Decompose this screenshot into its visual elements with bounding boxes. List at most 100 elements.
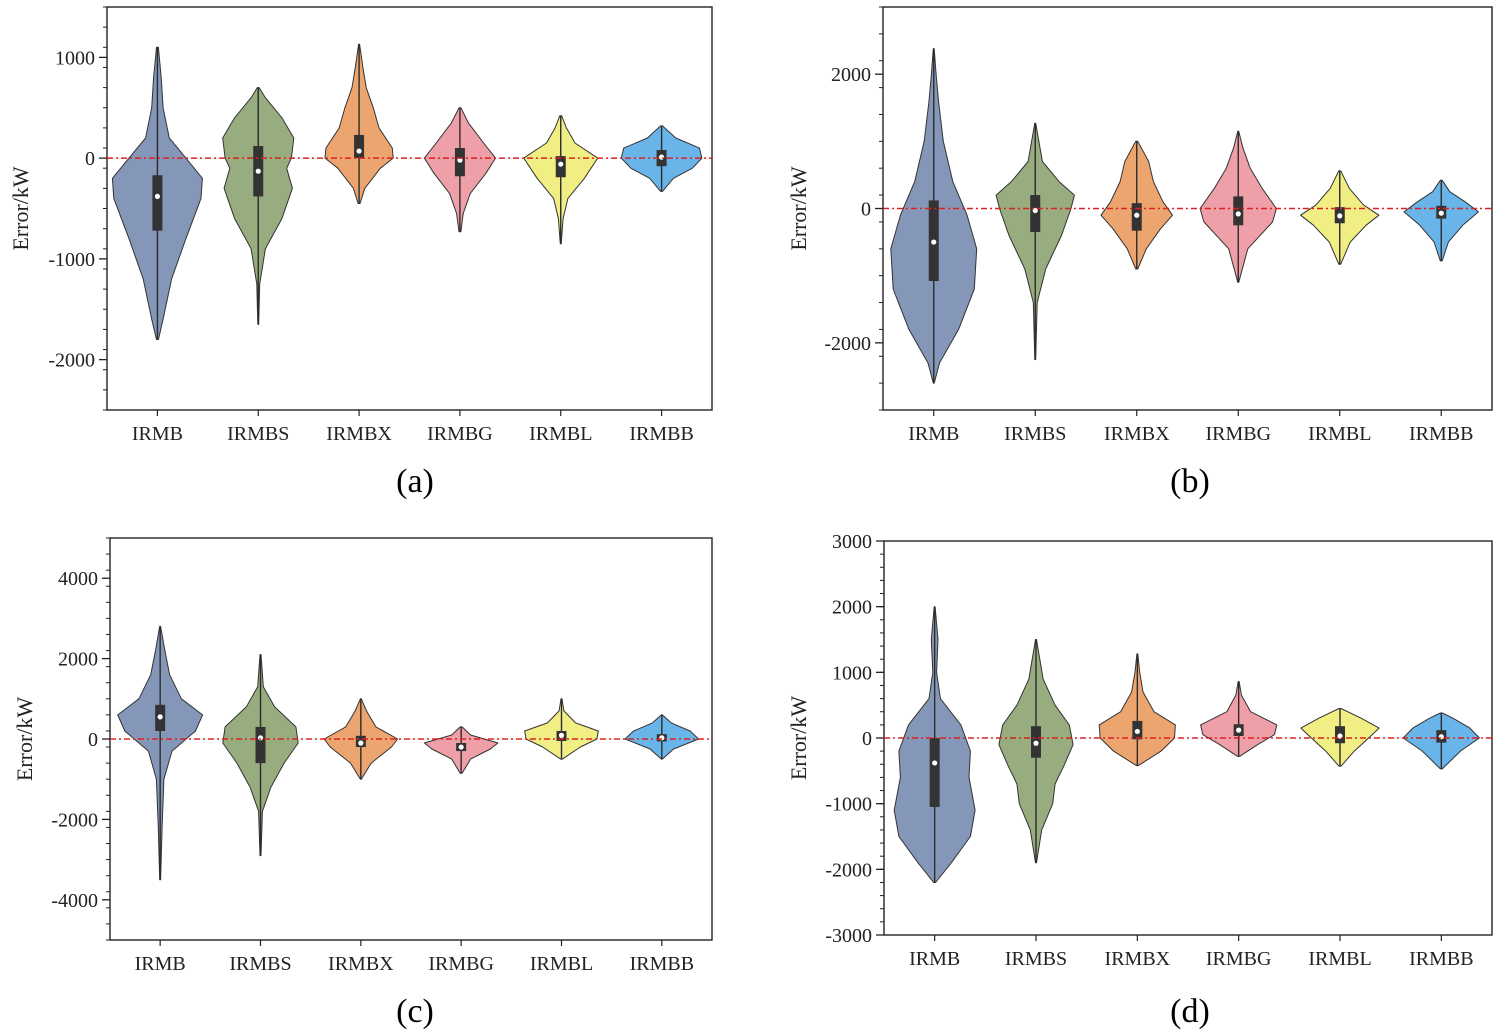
violin-irmbx xyxy=(324,43,394,204)
violin-irmbs xyxy=(995,122,1075,361)
x-tick-label: IRMBS xyxy=(1004,423,1066,445)
violin-irmbb xyxy=(620,125,703,192)
violin-irmbg xyxy=(1199,130,1277,283)
violin-median xyxy=(1033,740,1039,746)
x-tick-label: IRMBX xyxy=(1104,423,1170,445)
violin-median xyxy=(157,714,163,720)
panel-caption: (d) xyxy=(1170,993,1210,1030)
y-tick-label: -3000 xyxy=(825,925,872,947)
panel-a: -2000 -1000 0 1000 Error/kW IRMB IRMBS IRMBX IRM… xyxy=(8,6,713,500)
x-tick-label: IRMBB xyxy=(630,953,694,975)
x-tick-label: IRMB xyxy=(909,948,960,970)
violin-irmbl xyxy=(524,698,599,760)
violin-irmbb xyxy=(624,714,700,760)
y-tick-label: 1000 xyxy=(55,47,95,69)
violin-irmbg xyxy=(423,726,499,774)
violin-irmb xyxy=(890,48,978,384)
x-tick-label: IRMB xyxy=(135,953,186,975)
y-axis-label: Error/kW xyxy=(786,696,811,781)
violin-iqr-box xyxy=(152,175,163,231)
violin-iqr-box xyxy=(1030,195,1041,233)
violin-irmbs xyxy=(998,639,1074,864)
x-tick-label: IRMBX xyxy=(326,423,392,445)
x-tick-label: IRMBB xyxy=(1409,423,1473,445)
y-tick-label: 4000 xyxy=(58,568,98,590)
panel-d: -3000 -2000 -1000 0 1000 2000 3000 Error/kW IRMB… xyxy=(786,531,1493,1030)
y-axis-label: Error/kW xyxy=(12,697,37,782)
x-tick-label: IRMBL xyxy=(1308,423,1371,445)
violin-median xyxy=(358,740,364,746)
y-tick-label: 1000 xyxy=(832,662,872,684)
violin-median xyxy=(1032,207,1038,214)
y-tick-label: -1000 xyxy=(48,249,95,271)
x-tick-label: IRMBS xyxy=(229,953,291,975)
violin-median xyxy=(1438,210,1444,216)
x-tick-label: IRMBG xyxy=(1205,423,1271,445)
panel-caption: (b) xyxy=(1170,463,1210,500)
y-tick-label: -2000 xyxy=(51,809,98,831)
violin-median xyxy=(1235,211,1241,217)
y-tick-label: -2000 xyxy=(825,859,872,881)
violin-irmbl xyxy=(523,115,599,245)
x-tick-label: IRMB xyxy=(908,423,959,445)
violin-median xyxy=(458,744,464,750)
y-tick-label: 0 xyxy=(862,728,872,750)
violin-median xyxy=(1337,213,1343,219)
x-tick-label: IRMBB xyxy=(1409,948,1473,970)
violin-median xyxy=(658,154,665,160)
violin-irmbl xyxy=(1300,708,1380,767)
y-tick-label: 0 xyxy=(85,148,95,170)
violin-iqr-box xyxy=(929,738,940,807)
x-tick-label: IRMBS xyxy=(1005,948,1067,970)
violin-irmbg xyxy=(423,107,496,233)
x-tick-label: IRMB xyxy=(132,423,183,445)
violin-irmbx xyxy=(1098,653,1176,767)
y-tick-label: -2000 xyxy=(824,333,871,355)
x-tick-label: IRMBX xyxy=(1105,948,1171,970)
violin-irmb xyxy=(111,46,203,340)
x-tick-label: IRMBG xyxy=(427,423,493,445)
violin-irmbs xyxy=(222,654,299,857)
y-tick-label: 2000 xyxy=(58,649,98,671)
violin-median xyxy=(457,157,463,163)
y-tick-label: 2000 xyxy=(832,597,872,619)
violin-median xyxy=(558,161,564,167)
violin-median xyxy=(255,168,261,174)
violin-irmb xyxy=(117,625,204,881)
violin-median xyxy=(1134,212,1140,218)
violin-median xyxy=(931,239,937,245)
y-tick-label: -4000 xyxy=(51,890,98,912)
y-axis-label: Error/kW xyxy=(8,166,33,251)
plot-frame xyxy=(109,537,713,941)
y-tick-label: -2000 xyxy=(48,350,95,372)
violin-median xyxy=(1236,727,1242,733)
y-tick-label: 2000 xyxy=(831,64,871,86)
violin-irmbg xyxy=(1200,681,1278,757)
violin-median xyxy=(558,732,565,738)
x-tick-label: IRMBL xyxy=(1308,948,1371,970)
violin-median xyxy=(356,148,362,154)
y-axis-label: Error/kW xyxy=(786,166,811,251)
y-tick-label: 3000 xyxy=(832,531,872,553)
y-tick-label: 0 xyxy=(861,199,871,221)
x-tick-label: IRMBS xyxy=(227,423,289,445)
violin-iqr-box xyxy=(354,134,365,159)
violin-median xyxy=(154,193,161,200)
violin-median xyxy=(1134,728,1140,735)
violin-irmbb xyxy=(1403,179,1479,262)
violin-irmbx xyxy=(323,698,399,780)
plot-frame xyxy=(106,6,713,411)
violin-irmb xyxy=(893,606,976,883)
violin-irmbs xyxy=(222,87,295,325)
violin-irmbb xyxy=(1402,712,1480,770)
panel-caption: (a) xyxy=(396,463,434,500)
y-tick-label: -1000 xyxy=(825,794,872,816)
x-tick-label: IRMBL xyxy=(530,953,593,975)
panel-caption: (c) xyxy=(396,993,434,1030)
violin-iqr-box xyxy=(1233,196,1244,226)
x-tick-label: IRMBB xyxy=(629,423,693,445)
violin-irmbl xyxy=(1300,170,1380,265)
x-tick-label: IRMBG xyxy=(1206,948,1272,970)
x-tick-label: IRMBX xyxy=(328,953,394,975)
